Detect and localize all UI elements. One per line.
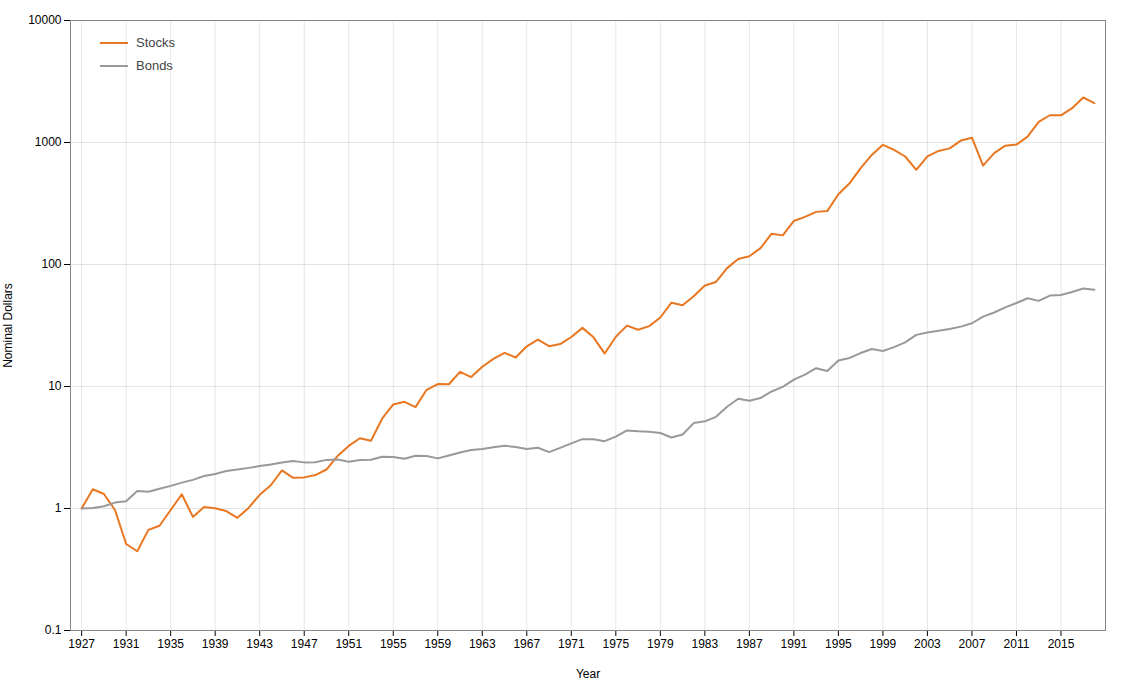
svg-text:0.1: 0.1 (45, 623, 62, 637)
html-text:Bonds: Bonds (136, 58, 173, 73)
svg-text:1951: 1951 (335, 637, 362, 651)
svg-text:2003: 2003 (914, 637, 941, 651)
svg-text:1979: 1979 (647, 637, 674, 651)
svg-text:1991: 1991 (781, 637, 808, 651)
svg-text:1947: 1947 (291, 637, 318, 651)
svg-text:1935: 1935 (157, 637, 184, 651)
svg-text:1000: 1000 (35, 135, 62, 149)
svg-text:1987: 1987 (736, 637, 763, 651)
svg-text:1963: 1963 (469, 637, 496, 651)
svg-text:2007: 2007 (959, 637, 986, 651)
svg-text:100: 100 (41, 257, 61, 271)
svg-text:1983: 1983 (692, 637, 719, 651)
html-text:Stocks: Stocks (136, 35, 175, 50)
svg-text:1: 1 (55, 501, 62, 515)
svg-text:1999: 1999 (870, 637, 897, 651)
svg-text:1955: 1955 (380, 637, 407, 651)
svg-text:10000: 10000 (28, 13, 62, 27)
svg-text:Nominal Dollars: Nominal Dollars (1, 283, 15, 368)
svg-text:1931: 1931 (113, 637, 140, 651)
svg-text:Year: Year (576, 667, 600, 681)
svg-text:1967: 1967 (513, 637, 540, 651)
svg-text:10: 10 (48, 379, 62, 393)
svg-text:1971: 1971 (558, 637, 585, 651)
svg-text:2011: 2011 (1004, 637, 1030, 651)
svg-text:1959: 1959 (424, 637, 451, 651)
svg-text:1927: 1927 (68, 637, 95, 651)
svg-text:1975: 1975 (602, 637, 629, 651)
svg-text:1943: 1943 (246, 637, 273, 651)
svg-text:1939: 1939 (202, 637, 229, 651)
svg-text:2015: 2015 (1048, 637, 1075, 651)
svg-text:1995: 1995 (825, 637, 852, 651)
